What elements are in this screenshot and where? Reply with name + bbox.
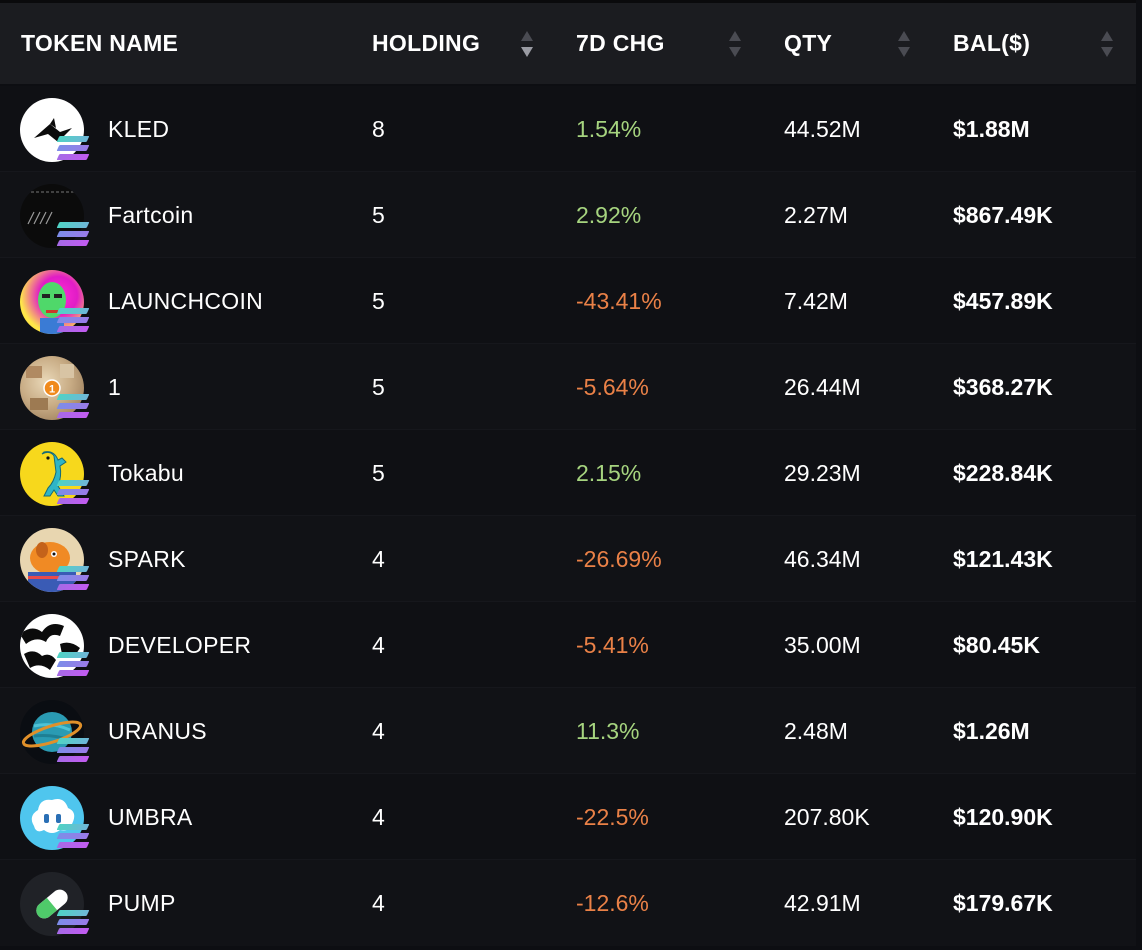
change-value: 2.15% [576,459,642,486]
header-holding[interactable]: HOLDING [372,30,481,56]
balance-value: $1.26M [953,717,1030,744]
top-border [0,0,1142,3]
change-value: -12.6% [576,889,649,916]
solana-chain-icon [56,824,90,850]
change-value: 2.92% [576,201,642,228]
table-right-edge [1136,0,1142,950]
qty-value: 2.27M [784,201,848,228]
holding-value: 5 [372,459,385,486]
table-row[interactable]: Tokabu 5 2.15% 29.23M $228.84K [0,430,1136,516]
qty-value: 2.48M [784,717,848,744]
change-value: 11.3% [576,717,640,744]
balance-value: $457.89K [953,287,1053,314]
holding-value: 4 [372,717,385,744]
table-row[interactable]: LAUNCHCOIN 5 -43.41% 7.42M $457.89K [0,258,1136,344]
balance-value: $120.90K [953,803,1053,830]
solana-chain-icon [56,652,90,678]
table-row[interactable]: URANUS 4 11.3% 2.48M $1.26M [0,688,1136,774]
change-value: 1.54% [576,115,642,142]
solana-chain-icon [56,738,90,764]
pump-logo-icon [20,872,84,936]
token-name: DEVELOPER [108,631,252,658]
holding-value: 5 [372,201,385,228]
balance-value: $368.27K [953,373,1053,400]
token-name: PUMP [108,889,176,916]
token-name: KLED [108,115,170,142]
solana-chain-icon [56,910,90,936]
table-row[interactable]: UMBRA 4 -22.5% 207.80K $120.90K [0,774,1136,860]
qty-value: 29.23M [784,459,861,486]
holding-value: 4 [372,889,385,916]
table-row[interactable]: SPARK 4 -26.69% 46.34M $121.43K [0,516,1136,602]
solana-chain-icon [56,566,90,592]
solana-chain-icon [56,136,90,162]
developer-logo-icon [20,614,84,678]
table-row[interactable]: Fartcoin 5 2.92% 2.27M $867.49K [0,172,1136,258]
token-name: URANUS [108,717,207,744]
holding-value: 8 [372,115,385,142]
qty-value: 207.80K [784,803,870,830]
solana-chain-icon [56,308,90,334]
qty-value: 7.42M [784,287,848,314]
balance-value: $867.49K [953,201,1053,228]
svg-text:1: 1 [49,384,55,396]
token-name: UMBRA [108,803,193,830]
sort-balance-icon[interactable] [1101,29,1113,61]
solana-chain-icon [56,480,90,506]
token-name: Tokabu [108,459,184,486]
token-name: SPARK [108,545,186,572]
qty-value: 42.91M [784,889,861,916]
balance-value: $179.67K [953,889,1053,916]
solana-chain-icon [56,222,90,248]
token-name: Fartcoin [108,201,194,228]
holding-value: 4 [372,631,385,658]
holding-value: 5 [372,373,385,400]
change-value: -5.41% [576,631,649,658]
table-row[interactable]: KLED 8 1.54% 44.52M $1.88M [0,86,1136,172]
launchcoin-logo-icon [20,270,84,334]
qty-value: 35.00M [784,631,861,658]
change-value: -26.69% [576,545,662,572]
header-token-name: TOKEN NAME [21,30,179,56]
balance-value: $228.84K [953,459,1053,486]
sort-holding-icon[interactable] [521,29,533,61]
balance-value: $1.88M [953,115,1030,142]
table-row[interactable]: 1 1 5 -5.64% 26.44M $368.27K [0,344,1136,430]
change-value: -5.64% [576,373,649,400]
table-header: TOKEN NAME HOLDING 7D CHG QTY BAL($) [0,3,1142,84]
header-7d-change[interactable]: 7D CHG [576,30,665,56]
solana-chain-icon [56,394,90,420]
qty-value: 44.52M [784,115,861,142]
change-value: -43.41% [576,287,662,314]
qty-value: 46.34M [784,545,861,572]
balance-value: $121.43K [953,545,1053,572]
qty-value: 26.44M [784,373,861,400]
sort-qty-icon[interactable] [898,29,910,61]
table-row[interactable]: PUMP 4 -12.6% 42.91M $179.67K [0,860,1136,946]
fartcoin-logo-icon [20,184,84,248]
holding-value: 4 [372,803,385,830]
tokabu-logo-icon [20,442,84,506]
balance-value: $80.45K [953,631,1040,658]
holding-value: 4 [372,545,385,572]
token-name: LAUNCHCOIN [108,287,264,314]
change-value: -22.5% [576,803,649,830]
header-qty[interactable]: QTY [784,30,833,56]
token-name: 1 [108,373,122,400]
sort-7d-change-icon[interactable] [729,29,741,61]
one-token-logo-icon: 1 [20,356,84,420]
header-balance[interactable]: BAL($) [953,30,1031,56]
holding-value: 5 [372,287,385,314]
table-row[interactable]: DEVELOPER 4 -5.41% 35.00M $80.45K [0,602,1136,688]
